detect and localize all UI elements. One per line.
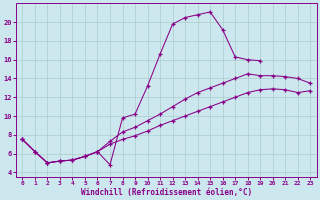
X-axis label: Windchill (Refroidissement éolien,°C): Windchill (Refroidissement éolien,°C) xyxy=(81,188,252,197)
